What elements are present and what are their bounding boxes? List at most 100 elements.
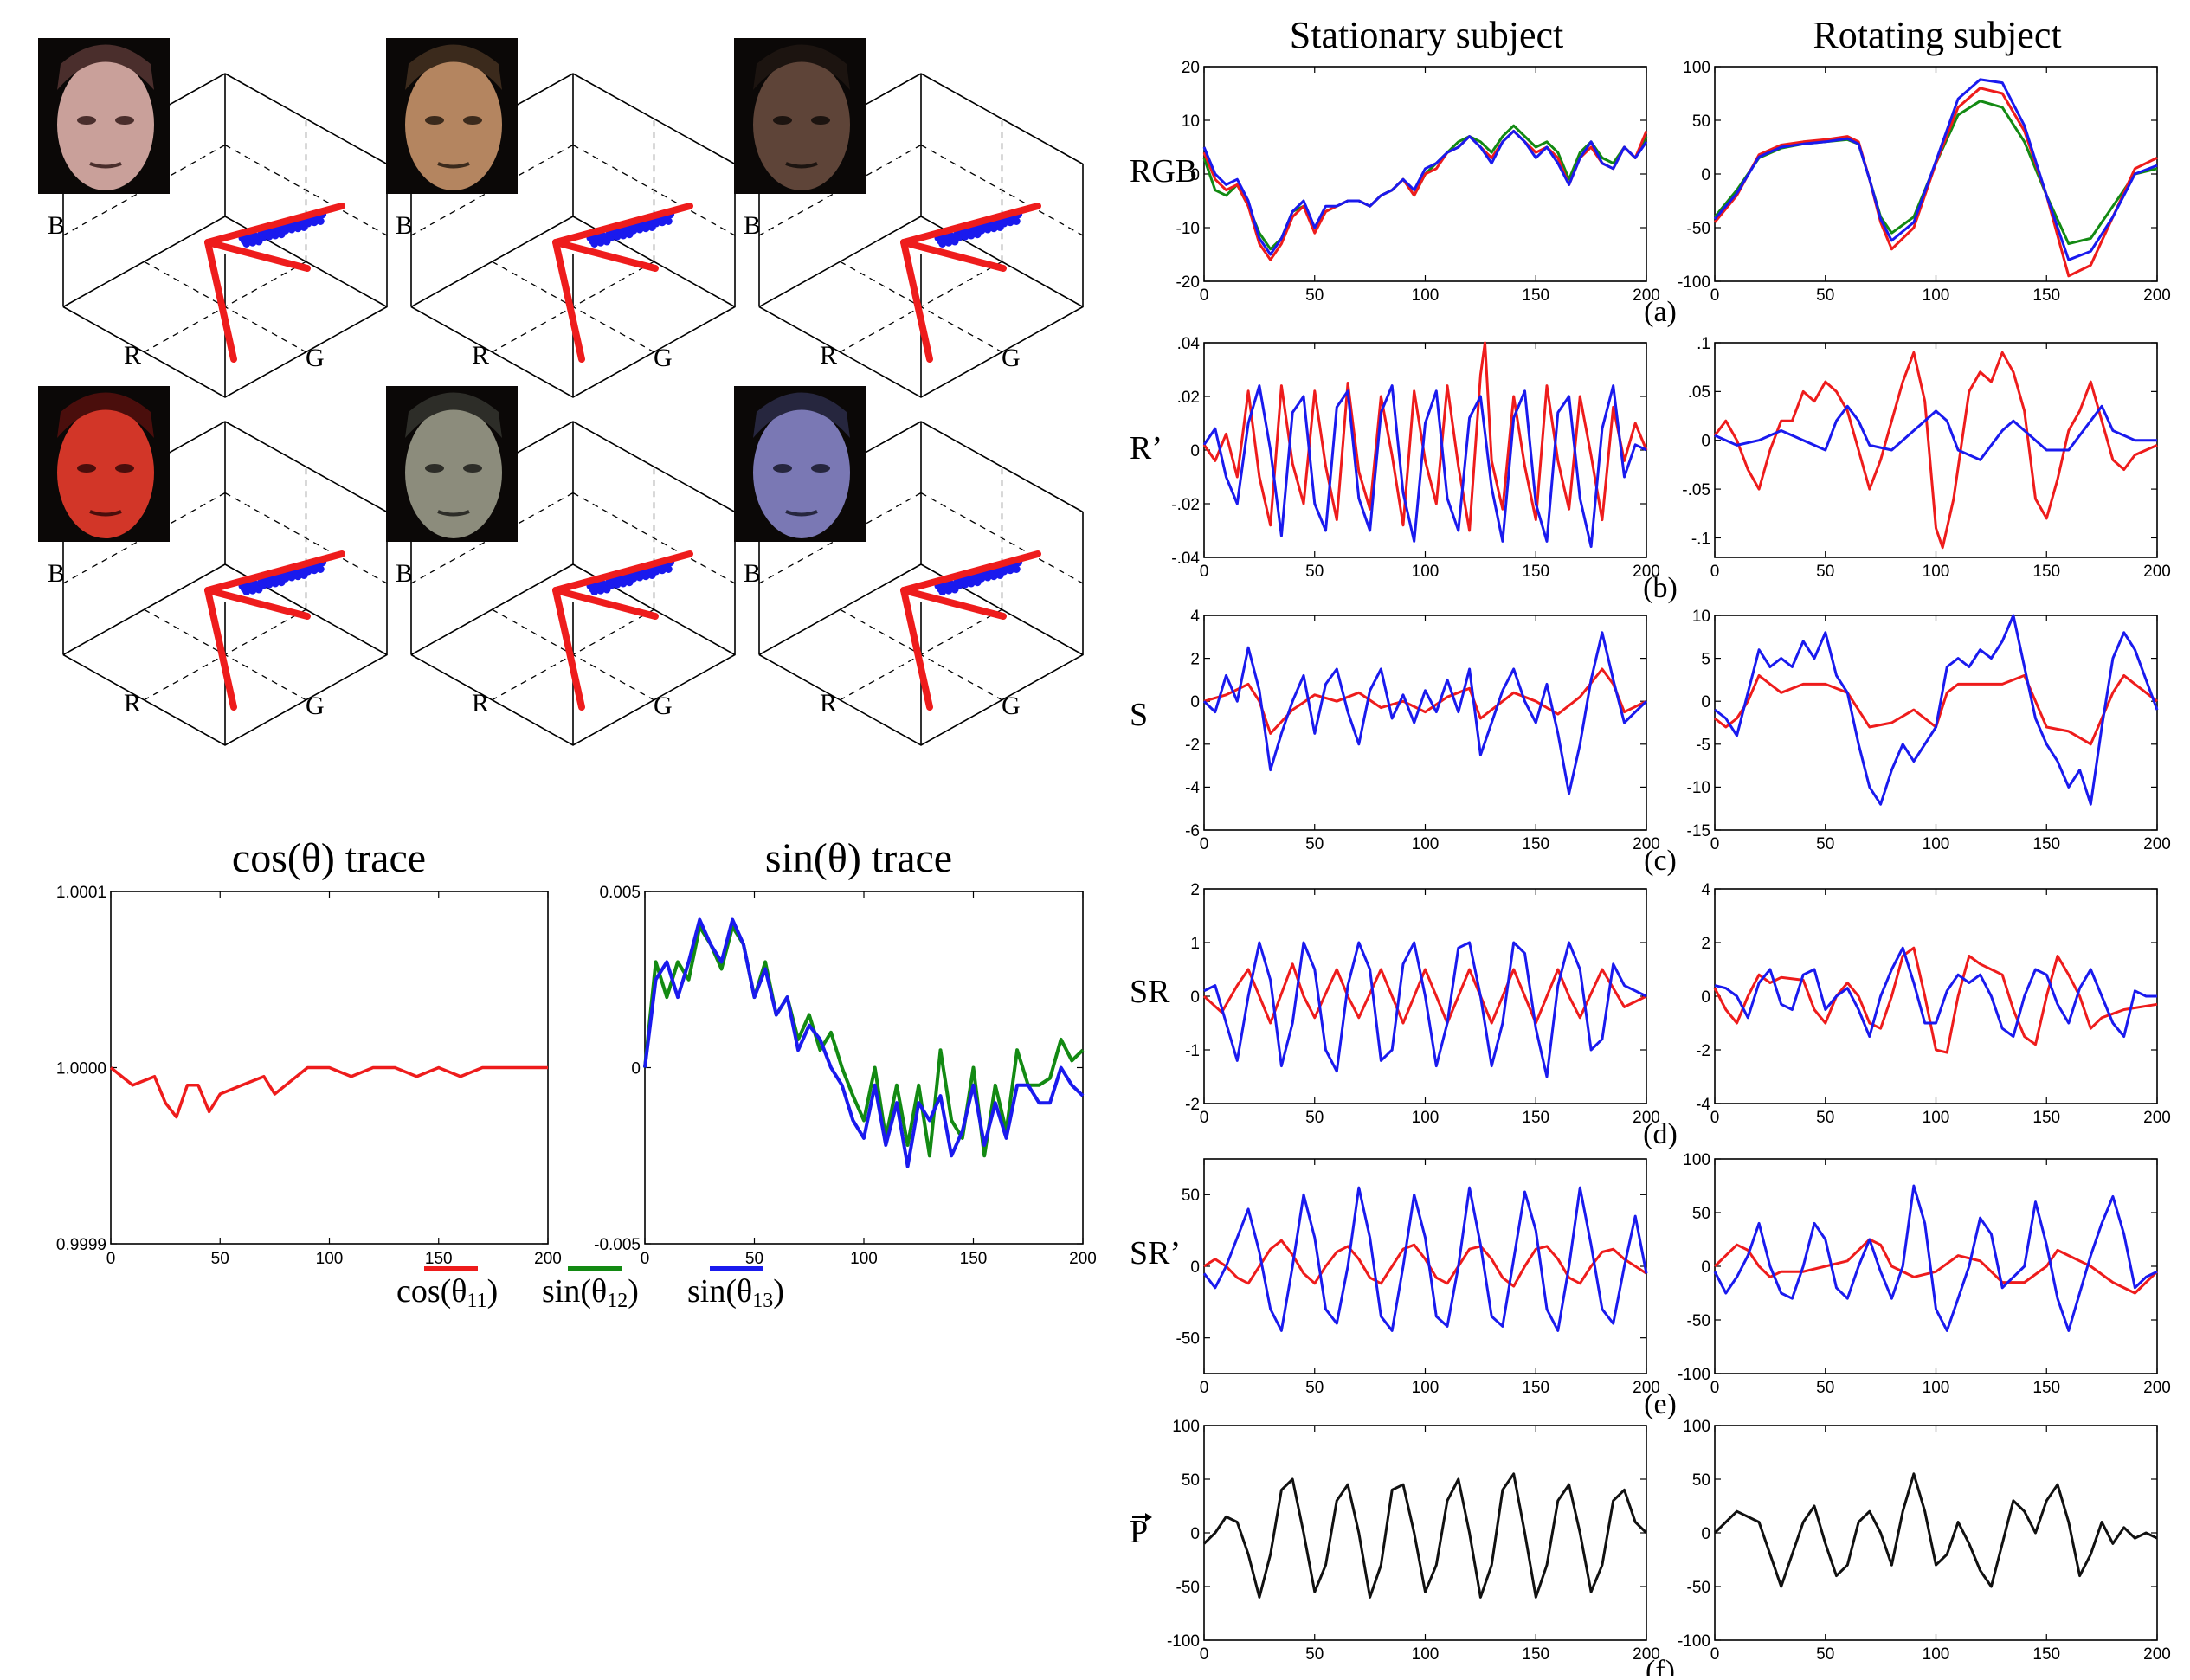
axis-label-g: G: [654, 692, 673, 720]
x-tick-label: 150: [2032, 286, 2060, 305]
x-tick-label: 0: [1710, 1109, 1720, 1127]
row-label: R’: [1130, 430, 1163, 467]
y-tick-label: -1: [1185, 1042, 1200, 1060]
x-tick-label: 200: [1633, 1379, 1660, 1397]
face-hair: [753, 392, 850, 438]
face-mouth: [437, 162, 470, 169]
y-tick-label: 0: [1701, 1258, 1710, 1277]
x-tick-label: 150: [1522, 286, 1549, 305]
sr-stationary-series-blue: [1203, 941, 1647, 1078]
x-tick-label: 50: [1816, 1109, 1834, 1127]
y-tick-label: -20: [1176, 274, 1200, 292]
x-tick-label: 0: [1710, 286, 1720, 305]
principal-axis: [204, 239, 311, 272]
rgb-scatter-2: B R G: [386, 38, 736, 398]
p-rotating-frame: [1714, 1425, 2158, 1641]
x-tick-label: 0: [1200, 835, 1209, 853]
face-hair: [57, 392, 154, 438]
x-tick-label: 100: [1923, 835, 1950, 853]
y-tick-label: 0: [1701, 1525, 1710, 1543]
s-rotating-series-blue: [1714, 614, 2159, 806]
sub-label: (d): [1643, 1118, 1678, 1150]
axis-label-b: B: [396, 211, 413, 240]
y-tick-label: 5: [1701, 650, 1710, 668]
srprime-rotating-frame: [1714, 1158, 2158, 1374]
face-eye: [115, 464, 134, 473]
face-eye: [77, 116, 96, 125]
x-tick-label: 150: [2032, 1645, 2060, 1664]
face-hair: [753, 44, 850, 90]
axis-label-r: R: [124, 341, 141, 370]
sr-stationary-chart: 0 50 100 150 200 -2 -1 0 1 2: [1185, 881, 1660, 1127]
x-tick-label: 100: [850, 1250, 878, 1268]
y-tick-label: -100: [1678, 274, 1710, 292]
y-tick-label: 20: [1182, 59, 1200, 77]
p-stationary-frame: [1203, 1425, 1647, 1641]
rgb-scatter-4: B R G: [38, 386, 388, 746]
principal-axis: [204, 239, 237, 363]
face-thumbnail: [57, 59, 154, 190]
rgb-scatter-6: B R G: [734, 386, 1084, 746]
y-tick-label: -10: [1176, 220, 1200, 238]
scatter-point: [316, 565, 325, 573]
y-tick-label: 0: [1701, 693, 1710, 711]
x-tick-label: 200: [1633, 835, 1660, 853]
face-eye: [463, 116, 482, 125]
x-tick-label: 50: [1305, 835, 1324, 853]
face-eye: [115, 116, 134, 125]
x-tick-label: 150: [2032, 563, 2060, 581]
x-tick-label: 100: [1412, 1645, 1440, 1664]
rprime-rotating-series-blue: [1714, 404, 2157, 461]
rgb-scatter-1: B R G: [38, 38, 388, 398]
principal-axis: [204, 587, 311, 620]
s-stationary-series-red: [1203, 667, 1647, 735]
x-tick-label: 50: [1305, 1379, 1324, 1397]
y-tick-label: 50: [1692, 113, 1710, 131]
rgb-rotating-chart: 0 50 100 150 200 -100 -50 0 50 100: [1678, 59, 2171, 305]
principal-axis: [900, 239, 1007, 272]
x-tick-label: 50: [1305, 286, 1324, 305]
y-tick-label: 50: [1182, 1471, 1200, 1490]
axis-label-b: B: [744, 211, 761, 240]
face-eye: [773, 464, 792, 473]
y-tick-label: 1: [1190, 935, 1200, 953]
sub-label: (c): [1644, 845, 1677, 877]
y-tick-label: -.05: [1682, 481, 1710, 499]
rprime-stationary-series-blue: [1202, 384, 1647, 549]
face-mouth: [785, 510, 818, 517]
x-tick-label: 200: [1633, 286, 1660, 305]
scatter-point: [1012, 565, 1021, 573]
y-tick-label: 4: [1701, 881, 1710, 899]
face-thumbnail: [405, 59, 502, 190]
x-tick-label: 0: [1710, 1379, 1720, 1397]
rgb-rotating-series-red: [1713, 87, 2158, 278]
y-tick-label: 0.9999: [56, 1236, 106, 1254]
y-tick-label: -.1: [1691, 530, 1710, 548]
y-tick-label: 10: [1692, 608, 1710, 626]
srprime-stationary-frame: [1203, 1158, 1647, 1374]
face-thumbnail: [405, 407, 502, 538]
cos-trace-chart: 0 50 100 150 200 0.9999 1.0000 1.0001: [56, 884, 562, 1268]
y-tick-label: -50: [1687, 220, 1710, 238]
x-tick-label: 150: [2032, 1379, 2060, 1397]
x-tick-label: 50: [1305, 1109, 1324, 1127]
rprime-rotating-series-red: [1713, 351, 2158, 550]
x-tick-label: 100: [1923, 1379, 1950, 1397]
sub-label: (f): [1646, 1655, 1675, 1676]
face-eye: [425, 116, 444, 125]
x-tick-label: 0: [1200, 1379, 1209, 1397]
rgb-scatter-3: B R G: [734, 38, 1084, 398]
x-tick-label: 150: [1522, 1109, 1549, 1127]
principal-axis: [900, 550, 1041, 594]
x-tick-label: 150: [2032, 1109, 2060, 1127]
y-tick-label: 0: [631, 1060, 641, 1078]
row-label: S: [1130, 697, 1148, 733]
row-label: SR’: [1130, 1235, 1181, 1271]
y-tick-label: -50: [1687, 1579, 1710, 1597]
y-tick-label: 2: [1190, 881, 1200, 899]
rgb-stationary-chart: 0 50 100 150 200 -20 -10 0 10 20: [1176, 59, 1660, 305]
y-tick-label: -50: [1176, 1330, 1200, 1349]
y-tick-label: -50: [1687, 1312, 1710, 1330]
x-tick-label: 200: [1069, 1250, 1097, 1268]
